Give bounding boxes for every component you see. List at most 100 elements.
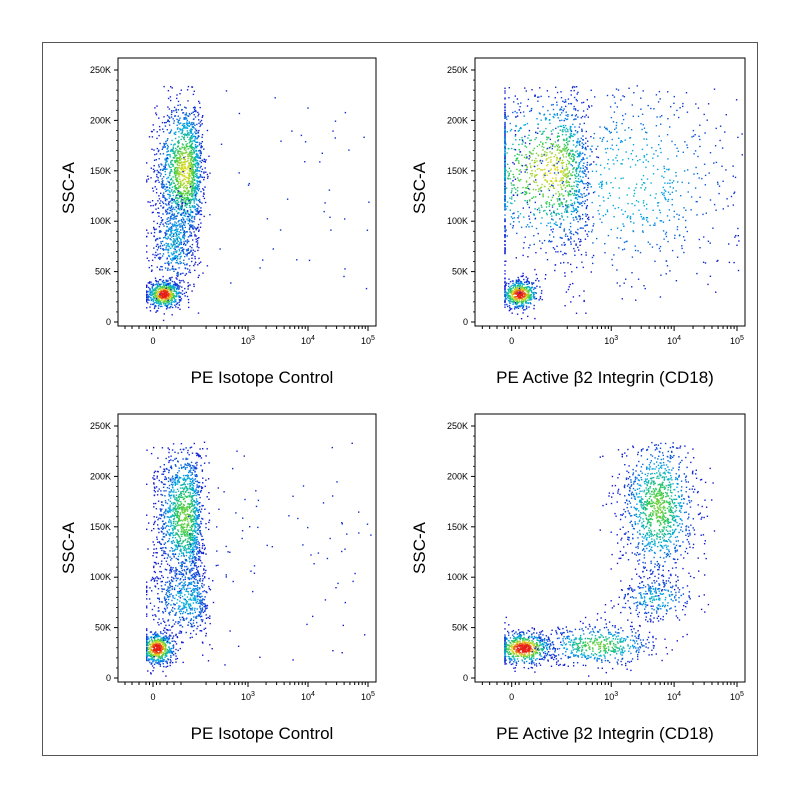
event-dot [181,225,183,227]
event-dot [518,160,520,162]
event-dot [291,130,293,132]
event-dot [190,124,192,126]
event-dot [186,119,188,122]
event-dot [572,188,574,190]
event-dot [171,289,173,291]
event-dot [176,245,178,247]
event-dot [194,165,197,167]
event-dot [163,288,165,290]
event-dot [576,183,578,186]
event-dot [671,140,673,143]
event-dot [504,163,506,165]
event-dot [576,156,578,158]
event-dot [509,281,512,283]
event-dot [506,205,508,208]
event-dot [171,236,173,238]
event-dot [171,198,173,201]
event-dot [504,287,506,289]
event-dot [511,312,513,314]
event-dot [504,250,506,252]
event-dot [183,156,185,159]
event-dot [198,170,200,172]
event-dot [167,279,169,282]
event-dot [178,223,180,225]
event-dot [171,208,173,211]
event-dot [525,294,527,296]
event-dot [187,198,189,200]
event-dot [563,139,565,142]
event-dot [504,169,506,172]
event-dot [569,125,572,128]
event-dot [162,196,164,198]
event-dot [696,172,699,175]
event-dot [156,290,159,293]
event-dot [581,218,584,220]
event-dot [566,179,568,181]
event-dot [584,200,586,202]
event-dot [193,175,195,177]
event-dot [198,149,201,152]
event-dot [633,195,635,197]
event-dot [164,173,167,176]
event-dot [513,284,515,287]
event-dot [647,104,649,107]
event-dot [570,173,572,175]
event-dot [563,198,565,200]
event-dot [538,96,540,98]
event-dot [190,166,192,168]
event-dot [197,154,199,156]
event-dot [591,105,593,107]
event-dot [573,105,575,108]
event-dot [178,150,180,153]
event-dot [161,293,163,295]
event-dot [586,205,588,207]
event-dot [522,254,524,257]
event-dot [174,154,176,156]
event-dot [576,198,579,201]
event-dot [177,190,180,192]
event-dot [572,211,574,213]
event-dot [177,244,180,246]
event-dot [563,241,565,244]
event-dot [732,165,734,167]
event-dot [201,176,204,178]
event-dot [186,89,189,91]
event-dot [187,222,190,225]
event-dot [549,180,552,182]
event-dot [366,229,369,231]
event-dot [548,189,551,192]
event-dot [719,125,722,127]
event-dot [183,118,185,120]
event-dot [531,89,533,91]
event-dot [189,269,191,271]
event-dot [568,170,571,172]
event-dot [163,300,165,303]
event-dot [506,282,508,284]
event-dot [567,140,569,143]
event-dot [570,149,572,152]
event-dot [671,191,674,193]
event-dot [568,140,571,142]
event-dot [559,171,562,173]
event-dot [238,112,241,115]
event-dot [183,167,186,170]
event-dot [348,149,350,151]
event-dot [194,107,196,109]
event-dot [525,276,527,278]
event-dot [545,179,547,181]
event-dot [181,124,184,126]
event-dot [715,161,718,164]
event-dot [640,108,642,110]
event-dot [575,151,577,153]
event-dot [167,301,169,303]
event-dot [584,238,587,240]
event-dot [585,207,588,210]
event-dot [187,165,190,167]
event-dot [189,231,191,233]
event-dot [156,310,158,312]
event-dot [505,229,507,231]
event-dot [185,134,188,136]
event-dot [522,300,525,302]
event-dot [319,161,321,163]
event-dot [534,201,536,204]
